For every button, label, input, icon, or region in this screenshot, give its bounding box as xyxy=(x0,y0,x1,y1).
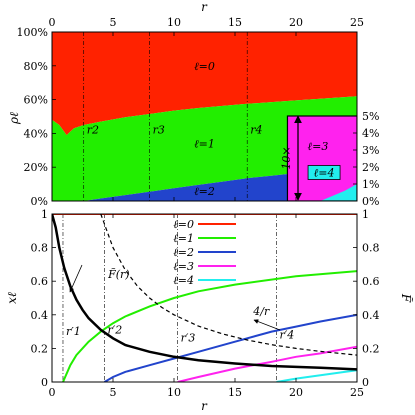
top-x-ticks: 0 5 10 15 20 25 xyxy=(49,16,364,201)
bottom-x-tick-label: 0 xyxy=(49,386,56,399)
top-y-tick-label: 0% xyxy=(31,195,48,208)
bottom-x-tick-label: 5 xyxy=(110,386,117,399)
top-x-tick-label: 0 xyxy=(49,16,56,29)
bottom-y2-ticks: 0 0.2 0.4 0.6 0.8 1 xyxy=(353,208,380,389)
inset-tick-label: 0% xyxy=(362,195,379,208)
series-label-0: ℓ=0 xyxy=(194,60,215,73)
bottom-y2-tick-label: 1 xyxy=(362,208,369,221)
top-y-tick-label: 60% xyxy=(24,94,48,107)
bottom-y-tick-label: 0.6 xyxy=(31,275,49,288)
top-series-labels: ℓ=0 ℓ=1 ℓ=2 ℓ=3 ℓ=4 xyxy=(194,60,341,198)
legend-label-3: ℓ=3 xyxy=(173,260,194,273)
inset-tick-label: 4% xyxy=(362,127,379,140)
bottom-x-ticks: 0 5 10 15 20 25 xyxy=(49,214,364,399)
curve-pointer-f xyxy=(69,264,83,293)
bottom-y-tick-label: 0 xyxy=(41,376,48,389)
top-y-tick-label: 100% xyxy=(17,26,48,39)
top-y-axis-label: ρℓ xyxy=(7,112,21,125)
annotation-label-r4: r4 xyxy=(250,123,262,136)
series-label-2: ℓ=2 xyxy=(194,185,215,198)
bottom-x-tick-label: 15 xyxy=(228,386,242,399)
annotation-label-r2: r2 xyxy=(87,123,99,136)
legend-label-0: ℓ=0 xyxy=(173,218,194,231)
curve-pointer-4r xyxy=(253,319,281,331)
inset-tick-label: 2% xyxy=(362,161,379,174)
top-panel: r2 r3 r4 ℓ=0 ℓ=1 ℓ=2 ℓ=3 ℓ=4 0 5 10 15 20 25 0% 20% 4… xyxy=(7,0,379,208)
area-0 xyxy=(52,32,357,136)
bottom-y-tick-label: 0.2 xyxy=(31,342,49,355)
bottom-curve-labels: F̃(r) 4/r xyxy=(107,268,270,318)
bottom-x-tick-label: 10 xyxy=(167,386,181,399)
bottom-x-axis-label: r xyxy=(201,399,208,413)
bottom-y2-tick-label: 0.4 xyxy=(362,309,380,322)
line-3 xyxy=(177,345,357,382)
bottom-x-tick-label: 25 xyxy=(350,386,364,399)
annotation-label-r-3: r′3 xyxy=(181,332,196,345)
line-2 xyxy=(103,313,357,382)
top-plot-frame xyxy=(51,31,358,202)
top-x-tick-label: 15 xyxy=(228,16,242,29)
inset-tick-label: 3% xyxy=(362,144,379,157)
curve-label-f-r: F̃(r) xyxy=(107,268,129,281)
bottom-panel: r′1 r′2r′3 r′4 F̃(r)4/r 0 5 10 15 20 25 00.20.4… xyxy=(5,208,414,413)
bottom-y-tick-label: 0.8 xyxy=(31,242,49,255)
bottom-y2-axis-label: F̃ xyxy=(399,293,414,303)
top-inset-ticks: 0% 1% 2% 3% 4% 5% xyxy=(353,110,379,208)
top-x-tick-label: 5 xyxy=(110,16,117,29)
bottom-y2-tick-label: 0.8 xyxy=(362,242,380,255)
bottom-y-axis-label: xℓ xyxy=(5,292,19,304)
line-4 xyxy=(276,369,357,382)
top-y-tick-label: 40% xyxy=(24,127,48,140)
bottom-y-tick-label: 0.4 xyxy=(31,309,49,322)
curve-label-4-r: 4/r xyxy=(252,305,270,318)
top-y-ticks: 0% 20% 40% 60% 80% 100% xyxy=(17,26,56,208)
bottom-y2-tick-label: 0.6 xyxy=(362,275,380,288)
annotation-label-r3: r3 xyxy=(153,123,165,136)
series-label-3: ℓ=3 xyxy=(308,140,329,153)
bottom-y2-tick-label: 0 xyxy=(362,376,369,389)
legend-label-2: ℓ=2 xyxy=(173,246,194,259)
bottom-y-tick-label: 1 xyxy=(41,208,48,221)
top-area-layers xyxy=(52,32,357,201)
top-x-tick-label: 10 xyxy=(167,16,181,29)
area-1 xyxy=(52,96,357,201)
annotation-label-r-2: r′2 xyxy=(107,323,122,336)
annotation-label-r-1: r′1 xyxy=(66,325,81,338)
area-2 xyxy=(52,167,357,201)
inset-tick-label: 1% xyxy=(362,178,379,191)
bottom-series-lines xyxy=(52,214,357,382)
top-y-tick-label: 20% xyxy=(24,161,48,174)
zoom-label: 10× xyxy=(280,146,293,169)
label-box-4 xyxy=(307,165,341,180)
legend-label-1: ℓ=1 xyxy=(173,232,194,245)
bottom-legend: ℓ=0ℓ=1ℓ=2ℓ=3ℓ=4 xyxy=(173,218,236,287)
bottom-y-ticks: 0 0.2 0.4 0.6 0.8 1 xyxy=(31,208,56,389)
series-label-1: ℓ=1 xyxy=(194,138,215,151)
top-x-tick-label: 20 xyxy=(289,16,303,29)
legend-label-4: ℓ=4 xyxy=(173,274,194,287)
top-x-axis-label: r xyxy=(201,0,208,14)
curve-f-r xyxy=(52,214,357,371)
inset-area-4 xyxy=(287,184,357,201)
top-annotations: r2 r3 r4 xyxy=(83,32,262,201)
bottom-plot-frame xyxy=(51,213,358,383)
top-y-tick-label: 80% xyxy=(24,60,48,73)
bottom-y2-tick-label: 0.2 xyxy=(362,342,380,355)
inset-tick-label: 5% xyxy=(362,110,379,123)
top-x-tick-label: 25 xyxy=(350,16,364,29)
line-1 xyxy=(62,270,357,382)
series-label-4: ℓ=4 xyxy=(314,167,335,180)
bottom-x-tick-label: 20 xyxy=(289,386,303,399)
curve-4-r xyxy=(100,214,357,356)
annotation-label-r-4: r′4 xyxy=(279,328,294,341)
